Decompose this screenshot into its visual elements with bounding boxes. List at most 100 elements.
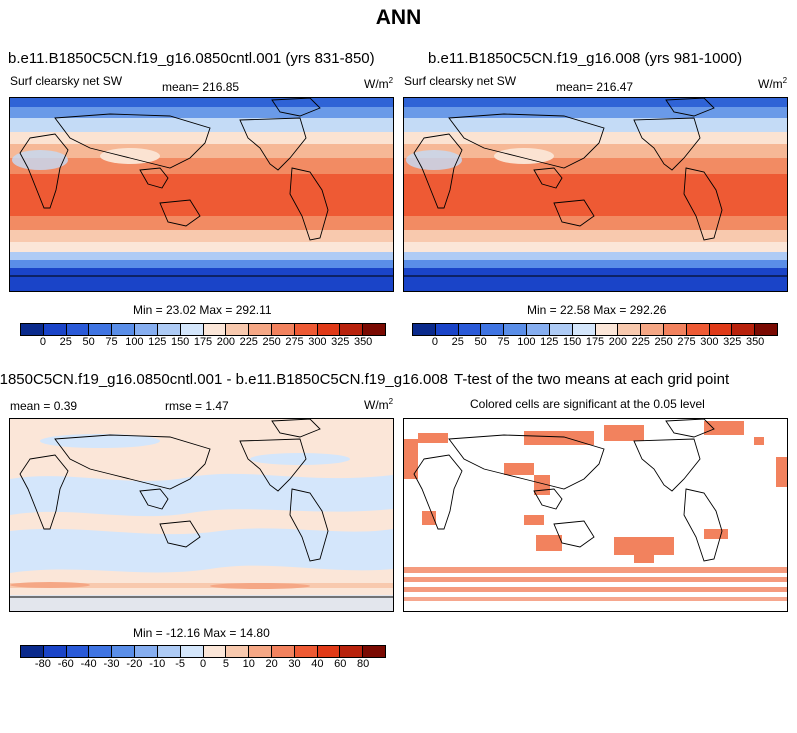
panel-1-case-title: b.e11.B1850C5CN.f19_g16.0850cntl.001 (yr… [8,50,375,67]
panel-2-colorbar-swatch [755,324,777,335]
panel-3-colorbar-swatch [340,646,364,657]
panel-1-colorbar-swatch [294,324,318,335]
panel-3-colorbar-tick-label: 40 [311,658,324,670]
panel-3-title-clip: b.e11.B1850C5CN.f19_g16.0850cntl.001 - b… [0,371,448,391]
panel-2-variable-label: Surf clearsky net SW [404,74,517,88]
panel-4-title: T-test of the two means at each grid poi… [454,371,730,388]
panel-3-minmax: Min = -12.16 Max = 14.80 [133,626,270,640]
panel-2-colorbar-tick-label: 100 [517,336,536,348]
panel-1-colorbar [20,323,386,336]
panel-3-colorbar-tick-label: -40 [80,658,97,670]
panel-1-colorbar-swatch [203,324,227,335]
panel-1-colorbar-swatch [135,324,158,335]
panel-1-variable-label: Surf clearsky net SW [10,74,123,88]
panel-2-colorbar-swatch [709,324,733,335]
panel-2-colorbar-swatch [572,324,596,335]
panel-2-colorbar-swatch [732,324,756,335]
panel-3-mean-label: mean = 0.39 [10,399,78,413]
panel-3-colorbar-tick-label: 0 [199,658,207,670]
panel-2-minmax: Min = 22.58 Max = 292.26 [527,303,667,317]
panel-3-colorbar-swatch [249,646,272,657]
panel-2-colorbar-tick-label: 175 [585,336,605,348]
panel-2-colorbar-swatch [618,324,642,335]
panel-1-minmax: Min = 23.02 Max = 292.11 [133,303,272,317]
panel-3-colorbar [20,645,386,658]
panel-2-colorbar-tick-label: 300 [700,336,719,348]
panel-1-colorbar-tick-label: 350 [353,336,373,348]
panel-3-colorbar-swatch [66,646,90,657]
panel-3-case-title: b.e11.B1850C5CN.f19_g16.0850cntl.001 - b… [0,371,448,388]
panel-1-mean-label: mean= 216.85 [162,80,240,94]
panel-2-colorbar-tick-label: 125 [540,336,559,348]
panel-2-colorbar-tick-label: 325 [723,336,742,348]
panel-2-colorbar-swatch [663,324,687,335]
panel-2-colorbar-swatch [641,324,664,335]
panel-1-colorbar-swatch [317,324,341,335]
panel-2-colorbar-tick-label: 225 [631,336,650,348]
panel-3-colorbar-swatch [203,646,227,657]
panel-1-colorbar-tick-label: 175 [193,336,213,348]
panel-2-map [403,97,788,292]
panel-3-colorbar-swatch [89,646,113,657]
panel-2-colorbar-labels: 0 25 50 75 100 125 150 175 200 225 250 275 300 325 350 [412,336,778,350]
panel-2-colorbar-tick-label: 25 [451,336,464,348]
panel-1-colorbar-tick-label: 75 [105,336,118,348]
panel-3-colorbar-swatch [135,646,158,657]
panel-1-colorbar-swatch [180,324,204,335]
panel-2-colorbar-swatch [504,324,528,335]
panel-1-colorbar-tick-label: 300 [308,336,327,348]
panel-1-colorbar-tick-label: 125 [148,336,167,348]
panel-3-colorbar-swatch [180,646,204,657]
panel-3-colorbar-tick-label: 80 [357,658,370,670]
panel-3-colorbar-swatch [43,646,67,657]
panel-1-colorbar-swatch [66,324,90,335]
panel-3-colorbar-swatch [112,646,136,657]
panel-3-colorbar-swatch [21,646,44,657]
panel-2-colorbar-tick-label: 150 [562,336,582,348]
panel-3-colorbar-tick-label: 60 [334,658,347,670]
panel-1-colorbar-tick-label: 250 [262,336,281,348]
panel-3-colorbar-swatch [157,646,181,657]
panel-3-colorbar-tick-label: -30 [103,658,120,670]
panel-3-colorbar-tick-label: -20 [126,658,143,670]
panel-1-colorbar-swatch [43,324,67,335]
panel-3-units: W/m2 [364,397,394,412]
panel-1-colorbar-tick-label: 200 [216,336,236,348]
panel-2-colorbar-swatch [413,324,436,335]
panel-2-colorbar-tick-label: 75 [497,336,510,348]
panel-2-colorbar-tick-label: 350 [745,336,765,348]
panel-3-colorbar-tick-label: 30 [288,658,301,670]
panel-1-colorbar-tick-label: 50 [82,336,95,348]
panel-2-colorbar-swatch [458,324,482,335]
panel-3-colorbar-swatch [294,646,318,657]
panel-2-colorbar-swatch [481,324,505,335]
panel-2-colorbar-tick-label: 200 [608,336,628,348]
panel-1-colorbar-swatch [249,324,272,335]
panel-3-map [9,418,394,612]
panel-4-map [403,418,788,612]
panel-3-colorbar-swatch [226,646,250,657]
panel-2-colorbar-tick-label: 0 [431,336,438,348]
panel-4-subtitle: Colored cells are significant at the 0.0… [470,397,705,411]
panel-2-mean-label: mean= 216.47 [556,80,634,94]
panel-1-colorbar-swatch [157,324,181,335]
panel-2-colorbar-swatch [527,324,550,335]
panel-2-units: W/m2 [758,76,788,91]
panel-2-colorbar [412,323,778,336]
panel-3-colorbar-tick-label: 20 [265,658,278,670]
panel-2-colorbar-swatch [549,324,573,335]
panel-1-colorbar-swatch [340,324,364,335]
panel-2-colorbar-swatch [686,324,710,335]
panel-3-colorbar-tick-label: -10 [149,658,166,670]
panel-1-colorbar-tick-label: 150 [170,336,190,348]
figure-title: ANN [375,6,422,29]
panel-1-colorbar-tick-label: 100 [125,336,144,348]
panel-1-colorbar-swatch [363,324,385,335]
panel-1-colorbar-swatch [89,324,113,335]
panel-1-colorbar-tick-label: 325 [331,336,350,348]
panel-2-colorbar-tick-label: 50 [474,336,487,348]
panel-3-rmse-label: rmse = 1.47 [165,399,229,413]
panel-2-colorbar-tick-label: 250 [654,336,673,348]
panel-1-colorbar-labels: 0 25 50 75 100 125 150 175 200 225 250 275 300 325 350 [20,336,386,350]
panel-3-colorbar-tick-label: -5 [175,658,186,670]
